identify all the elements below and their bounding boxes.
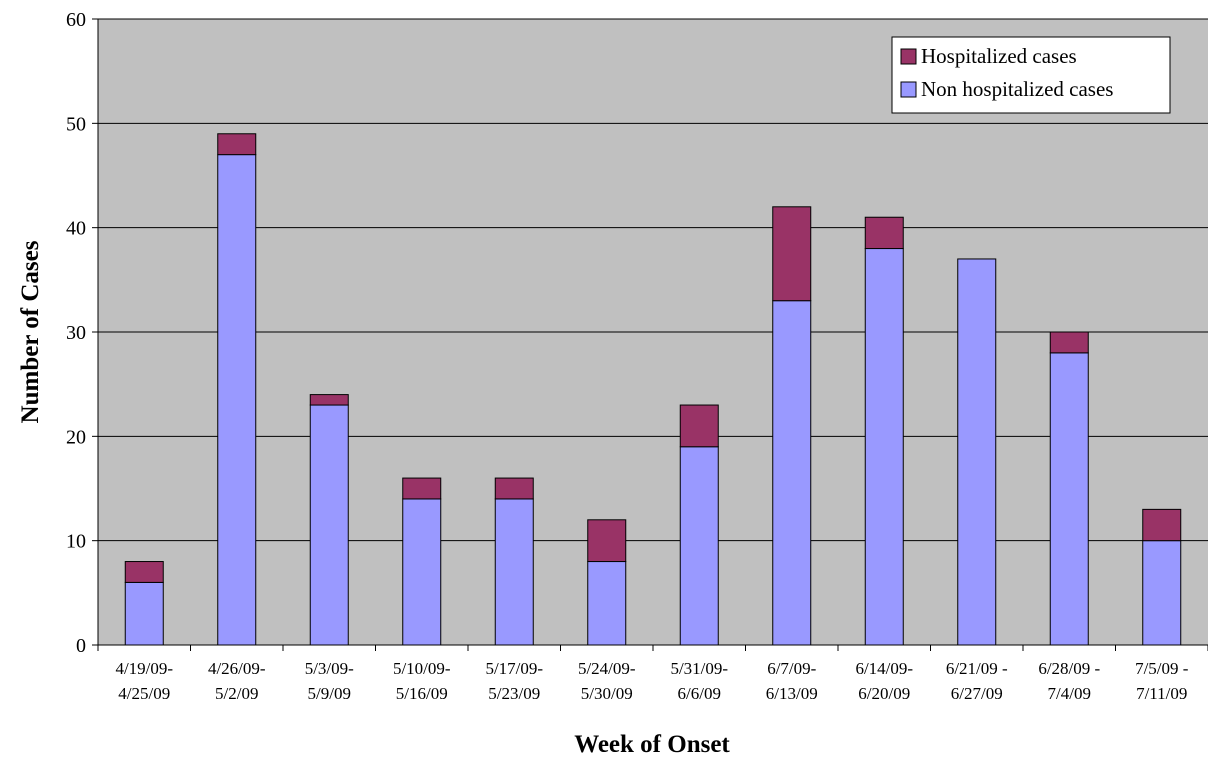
x-tick-label: 5/3/09-5/9/09 (305, 659, 354, 703)
bar-segment (402, 498, 442, 646)
bar-segment (1142, 508, 1182, 542)
bar-segment (864, 248, 904, 646)
x-tick-label: 6/7/09-6/13/09 (766, 659, 818, 703)
legend-box (891, 36, 1171, 114)
x-tick-label: 5/24/09-5/30/09 (578, 659, 636, 703)
gridlines (98, 18, 1208, 542)
x-tick-labels: 4/19/09-4/25/09 4/26/09-5/2/09 5/3/09-5/9/… (115, 659, 1188, 703)
x-tick-label: 6/28/09 -7/4/09 (1038, 659, 1100, 703)
y-axis-title: Number of Cases (17, 240, 44, 423)
axes (92, 18, 1208, 651)
y-tick-label: 0 (76, 635, 86, 657)
y-tick-label: 30 (66, 322, 86, 344)
legend-label: Non hospitalized cases (921, 77, 1113, 101)
bar-segment (124, 581, 164, 646)
bar-segment (124, 561, 164, 583)
bar-segment (1142, 540, 1182, 646)
legend-label: Hospitalized cases (921, 44, 1077, 68)
legend-swatch (900, 81, 917, 98)
x-tick-label: 4/26/09-5/2/09 (208, 659, 266, 703)
bar-segment (957, 258, 997, 646)
x-tick-label: 5/17/09-5/23/09 (485, 659, 543, 703)
y-tick-label: 40 (66, 218, 86, 240)
legend: Hospitalized cases Non hospitalized cases (891, 36, 1171, 114)
bar-segment (217, 154, 257, 646)
legend-swatch (900, 48, 917, 65)
y-tick-label: 10 (66, 531, 86, 553)
bar-segment (402, 477, 442, 500)
y-tick-label: 20 (66, 426, 86, 448)
x-tick-label: 5/10/09-5/16/09 (393, 659, 451, 703)
bar-segment (1049, 331, 1089, 354)
x-tick-label: 7/5/09 -7/11/09 (1135, 659, 1189, 703)
x-tick-label: 6/21/09 -6/27/09 (946, 659, 1008, 703)
bar-segment (494, 477, 534, 500)
x-tick-label: 5/31/09-6/6/09 (670, 659, 728, 703)
bar-segment (587, 561, 627, 646)
bar-segment (772, 206, 812, 302)
y-tick-label: 50 (66, 113, 86, 135)
x-tick-label: 4/19/09-4/25/09 (115, 659, 173, 703)
bar-segment (864, 216, 904, 250)
bar-segment (309, 404, 349, 646)
bar-segment (679, 446, 719, 646)
bar-segment (217, 133, 257, 156)
y-tick-labels: 0 10 20 30 40 50 60 (66, 9, 86, 657)
bar-segment (494, 498, 534, 646)
bar-segment (679, 404, 719, 448)
bar-segment (309, 394, 349, 406)
bar-segment (587, 519, 627, 563)
bar-segment (772, 300, 812, 646)
y-tick-label: 60 (66, 9, 86, 31)
bar-segment (1049, 352, 1089, 646)
x-tick-label: 6/14/09-6/20/09 (855, 659, 913, 703)
x-axis-title: Week of Onset (574, 731, 730, 758)
